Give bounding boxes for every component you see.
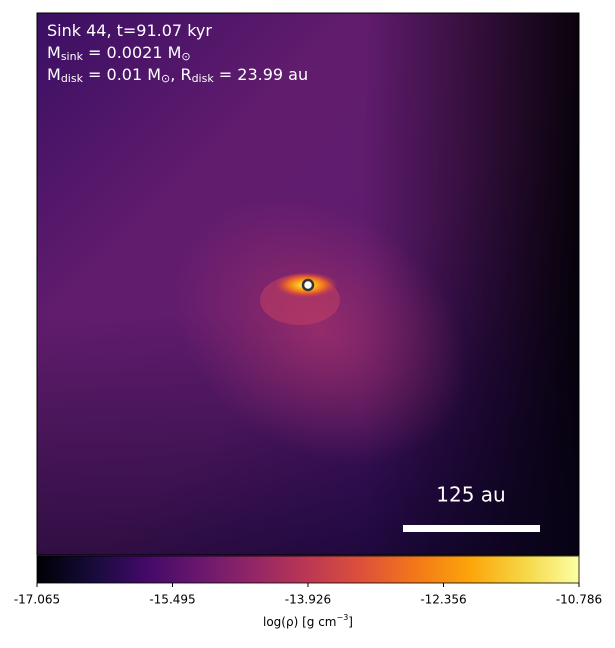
- axis-label-text: log(ρ) [g cm: [263, 615, 337, 629]
- annotation-text: , R: [170, 65, 191, 84]
- subscript: sink: [61, 50, 84, 63]
- axis-label-text: ]: [348, 615, 353, 629]
- subscript: disk: [192, 72, 215, 85]
- annotation-text: = 0.01 M: [83, 65, 161, 84]
- annotation: Msink = 0.0021 M⊙: [47, 43, 191, 64]
- annotation: Mdisk = 0.01 M⊙, Rdisk = 23.99 au: [47, 65, 308, 86]
- annotation-text: = 23.99 au: [214, 65, 308, 84]
- sink-marker: [301, 278, 315, 292]
- scale-bar-label: 125 au: [436, 483, 505, 507]
- annotation-text: M: [47, 65, 61, 84]
- x-axis-label: log(ρ) [g cm−3]: [263, 613, 353, 629]
- subscript: ⊙: [181, 50, 190, 63]
- density-image: [37, 13, 579, 555]
- superscript: −3: [337, 613, 349, 622]
- colorbar: [36, 555, 580, 584]
- annotation-text: M: [47, 43, 61, 62]
- subscript: ⊙: [161, 72, 170, 85]
- annotation-text: Sink 44, t=91.07 kyr: [47, 21, 212, 40]
- annotation-text: = 0.0021 M: [83, 43, 181, 62]
- subscript: disk: [61, 72, 84, 85]
- frame: [36, 12, 580, 556]
- annotation: Sink 44, t=91.07 kyr: [47, 21, 212, 40]
- x-tick-label: -17.065: [14, 593, 60, 607]
- x-tick-label: -15.495: [149, 593, 195, 607]
- x-tick-label: -12.356: [420, 593, 466, 607]
- x-tick-label: -10.786: [556, 593, 602, 607]
- x-tick-label: -13.926: [285, 593, 331, 607]
- scale-bar: [403, 525, 540, 532]
